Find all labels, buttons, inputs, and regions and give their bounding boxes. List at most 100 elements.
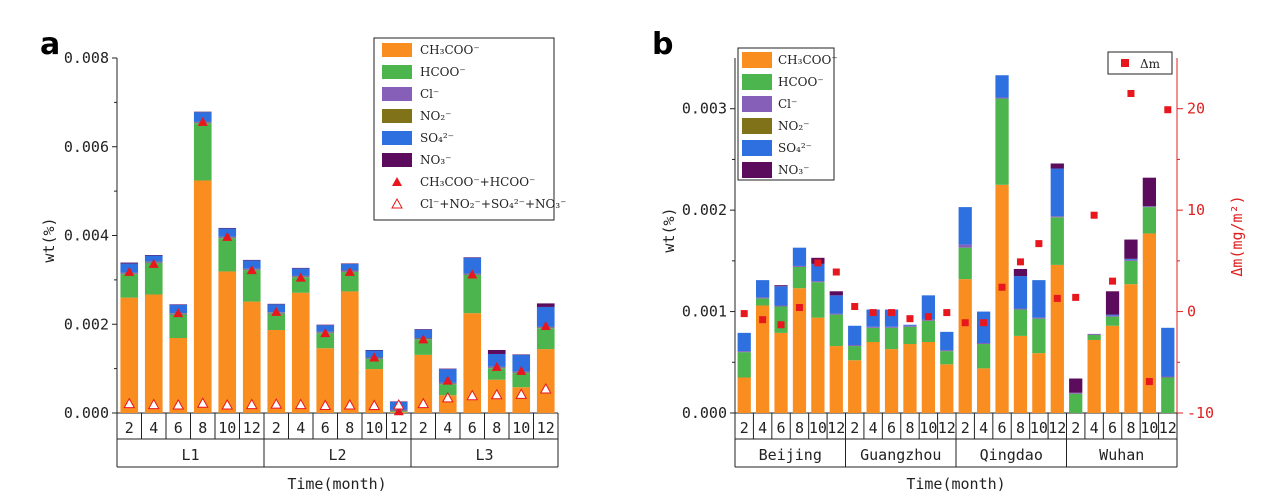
marker-delta-m — [980, 319, 988, 327]
legend-label: Cl⁻ — [420, 87, 439, 101]
bar-segment-cl — [995, 97, 1009, 99]
marker-inorganic — [343, 398, 356, 410]
marker-acetate-formate — [320, 328, 331, 338]
marker-inorganic — [515, 388, 528, 399]
bar-segment-hcoo — [512, 373, 531, 388]
x-tick-label: 4 — [758, 419, 767, 437]
bar-segment-hcoo — [976, 344, 991, 369]
chart-b-y-ticks: 0.000 0.001 0.002 0.003 — [682, 100, 735, 422]
x-tick-label: 8 — [492, 419, 501, 437]
y-tick-label: 0.008 — [64, 49, 109, 67]
chart-b-legend-right-box — [1107, 51, 1173, 75]
marker-acetate-formate — [540, 321, 551, 331]
bar-segment-ch3coo — [512, 387, 531, 413]
marker-delta-m — [759, 316, 767, 324]
bar-segment-ch3coo — [193, 180, 212, 413]
bar-segment-hcoo — [958, 247, 972, 280]
bar-segment-cl — [1032, 317, 1046, 319]
bar-segment-no3 — [487, 349, 506, 354]
panel-b-letter: b — [652, 27, 673, 62]
bar-segment-hcoo — [1161, 377, 1175, 413]
bar-segment-no3 — [1105, 291, 1120, 315]
bar-segment-no3 — [1050, 163, 1064, 169]
group-label: Beijing — [759, 446, 822, 464]
bar-segment-so4 — [995, 75, 1009, 98]
bar-segment-so4 — [811, 263, 825, 282]
legend-marker-open — [391, 197, 403, 209]
bar-segment-ch3coo — [940, 364, 954, 413]
marker-delta-m — [1109, 277, 1117, 285]
x-tick-label: 10 — [809, 419, 827, 437]
bar-segment-ch3coo — [737, 377, 751, 413]
legend-swatch-so4 — [742, 140, 772, 156]
bar-segment-no3 — [1069, 378, 1083, 393]
y-tick-label: 0.004 — [64, 227, 109, 245]
legend-swatch-no2 — [382, 109, 412, 123]
x-tick-label: 4 — [869, 419, 878, 437]
bar-segment-ch3coo — [316, 348, 335, 413]
bar-segment-hcoo — [536, 328, 555, 350]
x-tick-label: 8 — [1126, 419, 1135, 437]
bar-segment-ch3coo — [903, 344, 917, 413]
bar-segment-cl — [976, 343, 991, 345]
chart-b: wt(%) Δm(mg/m²) Time(month) 0.0000.0010.… — [660, 47, 1246, 493]
bar-segment-ch3coo — [438, 395, 457, 413]
bar-segment-so4 — [792, 247, 807, 266]
group-label: L3 — [475, 446, 493, 464]
bar-segment-ch3coo — [340, 291, 359, 413]
bar-segment-hcoo — [1032, 318, 1046, 354]
chart-b-legend: CH₃COO⁻ HCOO⁻ Cl⁻ NO₂⁻ SO₄²⁻ NO₃⁻ — [737, 47, 838, 181]
bar-segment-hcoo — [242, 270, 261, 302]
bar-segment-ch3coo — [536, 349, 555, 413]
bar-segment-so4 — [144, 255, 163, 262]
marker-inorganic — [539, 383, 552, 394]
bar-segment-no3 — [365, 349, 384, 351]
x-tick-label: 10 — [1140, 419, 1158, 437]
x-tick-label: 2 — [125, 419, 134, 437]
x-tick-label: 8 — [1016, 419, 1025, 437]
bar-segment-so4 — [958, 207, 972, 245]
x-tick-label: 6 — [998, 419, 1007, 437]
marker-inorganic — [417, 397, 430, 409]
marker-delta-m — [906, 315, 914, 323]
legend-marker-square — [1121, 59, 1129, 67]
marker-delta-m — [924, 313, 932, 321]
legend-label: NO₂⁻ — [778, 119, 809, 133]
marker-acetate-formate — [197, 116, 208, 126]
x-tick-label: 6 — [777, 419, 786, 437]
x-tick-label: 2 — [961, 419, 970, 437]
marker-acetate-formate — [369, 352, 380, 362]
bar-segment-ch3coo — [120, 297, 139, 413]
chart-b-bars — [737, 75, 1175, 413]
bar-segment-no3 — [1013, 268, 1028, 277]
legend-label: NO₃⁻ — [420, 153, 451, 167]
bar-segment-hcoo — [144, 263, 163, 295]
bar-segment-no3 — [120, 262, 139, 264]
bar-segment-hcoo — [866, 327, 880, 342]
marker-acetate-formate — [442, 375, 453, 385]
bar-segment-ch3coo — [144, 294, 163, 413]
bar-segment-cl — [958, 244, 972, 248]
bar-segment-no3 — [438, 368, 457, 370]
bar-segment-no3 — [414, 329, 433, 330]
right-tick-label: 20 — [1187, 100, 1205, 118]
bar-segment-no3 — [267, 303, 286, 305]
bar-segment-ch3coo — [1105, 325, 1120, 413]
bar-segment-no3 — [169, 304, 188, 305]
bar-segment-hcoo — [169, 314, 188, 339]
chart-a-x-label: Time(month) — [287, 475, 386, 493]
bar-segment-cl — [811, 281, 825, 283]
legend-label: SO₄²⁻ — [778, 141, 812, 155]
bar-segment-no3 — [1142, 177, 1157, 207]
bar-segment-hcoo — [340, 271, 359, 292]
bar-segment-hcoo — [1105, 316, 1120, 326]
bar-segment-ch3coo — [1050, 264, 1064, 413]
bar-segment-hcoo — [755, 298, 770, 306]
bar-segment-hcoo — [829, 314, 843, 347]
x-tick-label: 4 — [149, 419, 158, 437]
x-tick-label: 8 — [198, 419, 207, 437]
bar-segment-ch3coo — [774, 332, 788, 413]
bar-segment-no3 — [512, 354, 531, 355]
marker-acetate-formate — [295, 272, 306, 282]
bar-segment-so4 — [487, 353, 506, 367]
